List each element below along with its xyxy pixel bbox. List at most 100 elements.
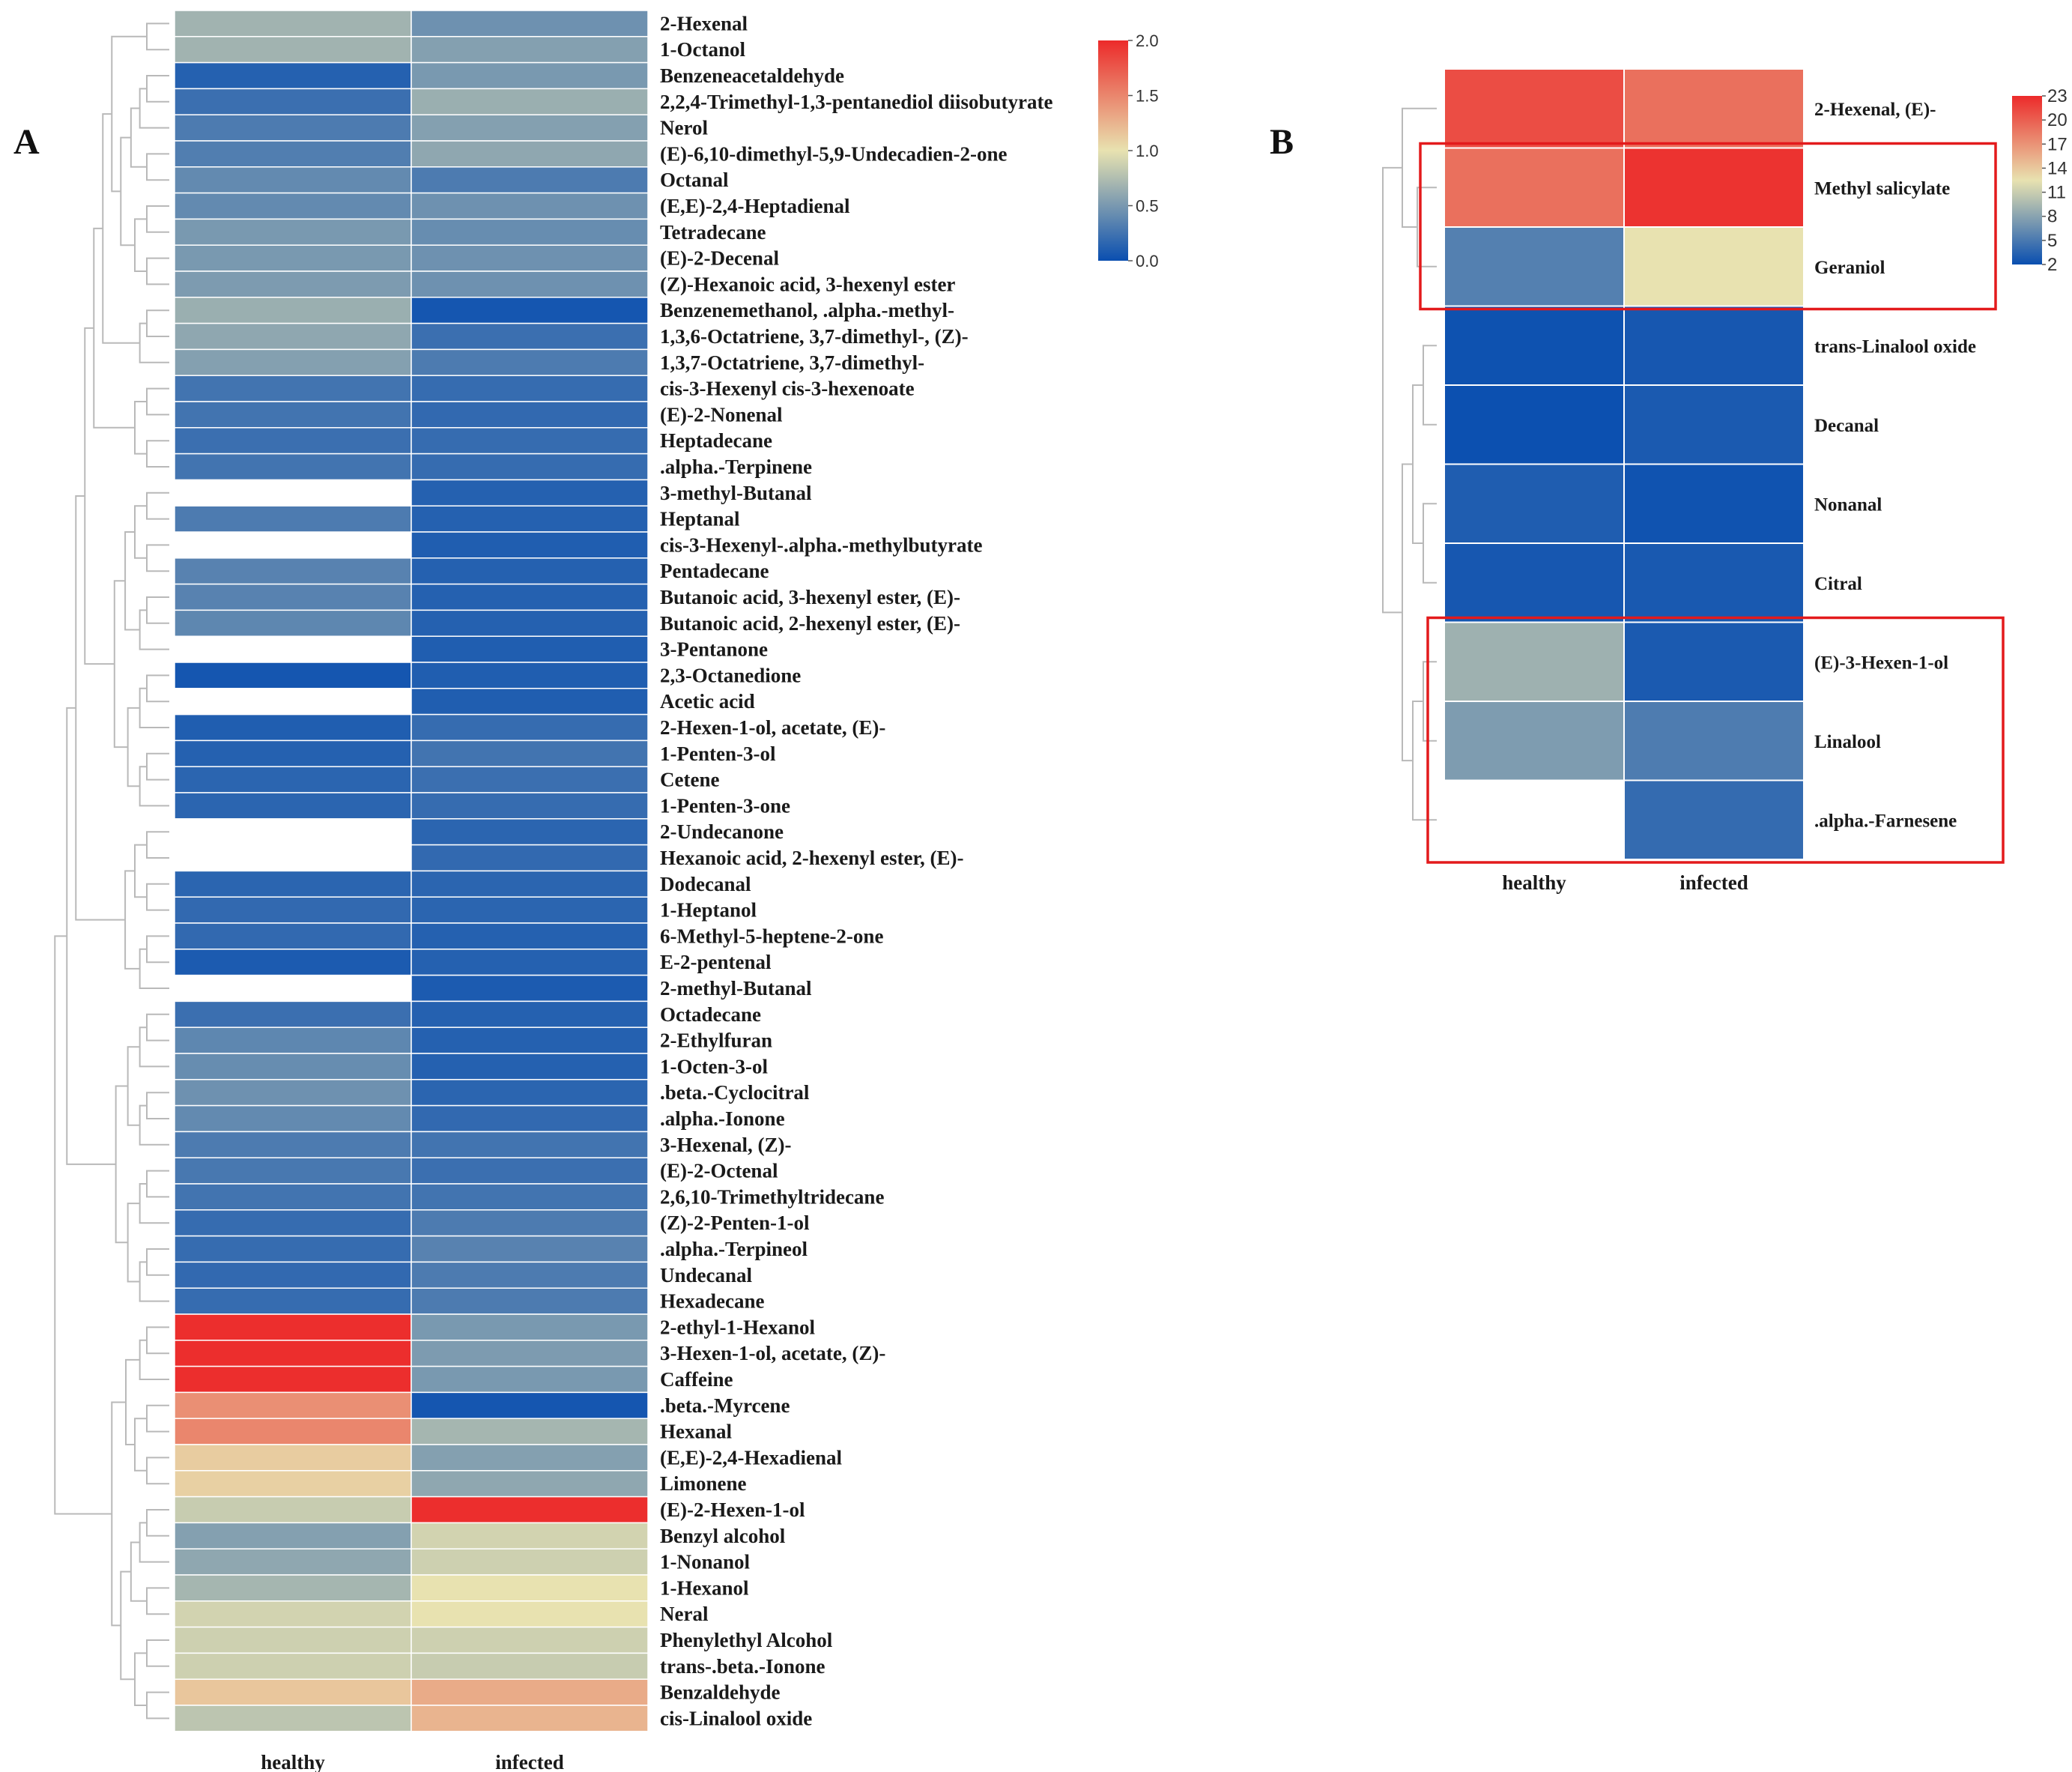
dendrogram-branch (120, 1570, 135, 1681)
dendrogram-branch (1423, 345, 1437, 426)
heat-cell-a-19-infected (411, 505, 649, 533)
highlight-box-b-2 (1426, 616, 2005, 864)
colorbar-a: 2.0 1.5 1.0 0.5 0.0 (1098, 31, 1159, 270)
heat-cell-a-21-infected (411, 557, 649, 585)
row-label-b: .alpha.-Farnesene (1814, 811, 1957, 831)
colorbar-b-tick-label: 11 (2047, 183, 2066, 203)
dendrogram-b (1382, 107, 1437, 821)
heat-cell-a-9-infected (411, 244, 649, 272)
dendrogram-branch (146, 935, 169, 964)
row-label-a: 1-Octen-3-ol (660, 1055, 768, 1077)
dendrogram-branch (1412, 701, 1437, 821)
heat-cell-a-31-infected (411, 818, 649, 846)
dendrogram-branch (66, 707, 116, 1165)
colorbar-a-tick-label: 1.5 (1136, 87, 1159, 106)
dendrogram-branch (125, 1358, 140, 1445)
heat-cell-a-53-healthy (174, 1391, 412, 1419)
colorbar-b: 23 20 17 14 11 8 5 2 (2012, 86, 2068, 275)
dendrogram-branch (146, 492, 169, 520)
heat-cell-a-24-infected (411, 635, 649, 663)
heat-cell-a-65-infected (411, 1705, 649, 1732)
heat-cell-a-23-healthy (174, 609, 412, 637)
heat-cell-a-22-infected (411, 583, 649, 611)
dendrogram-branch (134, 505, 147, 559)
heat-cell-a-58-healthy (174, 1522, 412, 1549)
row-label-a: .alpha.-Ionone (660, 1107, 785, 1130)
dendrogram-branch (113, 580, 128, 749)
heat-cell-a-14-healthy (174, 375, 412, 402)
row-label-b: Geraniol (1814, 258, 1885, 278)
heat-cell-a-21-healthy (174, 557, 412, 585)
dendrogram-branch (134, 1652, 147, 1706)
colorbar-b-tick-label: 5 (2047, 231, 2057, 251)
heat-cell-a-61-healthy (174, 1600, 412, 1628)
dendrogram-branch (1423, 661, 1437, 742)
row-label-a: Undecanal (660, 1264, 753, 1286)
dendrogram-branch (146, 883, 169, 911)
heat-cell-a-25-healthy (174, 662, 412, 689)
colorbar-a-tick-label: 0.0 (1136, 252, 1159, 270)
row-label-a: Octanal (660, 169, 729, 191)
dendrogram-branch (146, 153, 169, 181)
row-label-a: Pentadecane (660, 560, 769, 582)
dendrogram-branch (139, 1522, 169, 1563)
heat-cell-a-19-healthy (174, 505, 412, 533)
row-label-a: Butanoic acid, 3-hexenyl ester, (E)- (660, 586, 960, 608)
dendrogram-branch (1412, 384, 1423, 544)
colorbar-a-tick-label: 1.0 (1136, 142, 1159, 160)
heat-cell-a-51-healthy (174, 1340, 412, 1367)
heat-cell-a-59-healthy (174, 1548, 412, 1576)
dendrogram-branch (115, 1085, 128, 1244)
heat-cell-a-5-infected (411, 140, 649, 168)
dendrogram-branch (146, 387, 169, 416)
heat-cell-a-10-infected (411, 270, 649, 298)
row-label-a: Caffeine (660, 1368, 733, 1391)
heat-cell-a-63-infected (411, 1652, 649, 1680)
heat-cell-a-59-infected (411, 1548, 649, 1576)
dendrogram-branch (146, 1587, 169, 1615)
heat-cell-a-33-infected (411, 870, 649, 898)
heat-cell-a-4-healthy (174, 114, 412, 142)
heat-cell-a-12-infected (411, 322, 649, 351)
dendrogram-branch (146, 1509, 169, 1537)
heat-cell-a-15-healthy (174, 401, 412, 429)
colorbar-b-tick-label: 14 (2047, 158, 2068, 178)
dendrogram-branch (139, 1104, 169, 1146)
row-label-a: Tetradecane (660, 221, 766, 244)
column-label-a-infected: infected (495, 1751, 563, 1772)
heat-cell-b-3-infected (1623, 305, 1805, 386)
dendrogram-branch (139, 1026, 169, 1068)
dendrogram-branch (130, 1541, 147, 1602)
heat-cell-a-60-healthy (174, 1574, 412, 1602)
heat-cell-a-30-healthy (174, 792, 412, 820)
heat-cell-a-23-infected (411, 609, 649, 637)
heat-cell-a-28-healthy (174, 740, 412, 767)
row-label-a: Phenylethyl Alcohol (660, 1629, 833, 1651)
column-label-a-healthy: healthy (261, 1751, 325, 1772)
heat-cell-a-26-infected (411, 688, 649, 716)
dendrogram-branch (146, 1170, 169, 1198)
heat-cell-a-46-healthy (174, 1209, 412, 1237)
heat-cell-b-7-infected (1623, 621, 1805, 702)
heat-cell-a-3-infected (411, 88, 649, 115)
heat-cell-a-45-infected (411, 1183, 649, 1211)
heat-cell-a-14-infected (411, 375, 649, 402)
heat-cell-a-0-infected (411, 10, 649, 37)
row-label-a: (E)-2-Nonenal (660, 403, 783, 426)
row-label-a: Benzaldehyde (660, 1681, 781, 1704)
dendrogram-branch (146, 1092, 169, 1119)
heat-cell-b-3-healthy (1444, 305, 1625, 386)
dendrogram-branch (139, 1261, 169, 1302)
highlight-box-b-1 (1419, 142, 1997, 311)
heat-cell-a-2-infected (411, 61, 649, 90)
row-label-a: 6-Methyl-5-heptene-2-one (660, 925, 883, 947)
heat-cell-a-17-healthy (174, 453, 412, 481)
dendrogram-branch (1402, 463, 1413, 762)
dendrogram-branch (84, 327, 115, 665)
row-label-a: Neral (660, 1603, 709, 1625)
heat-cell-a-33-healthy (174, 870, 412, 898)
heat-cell-b-6-healthy (1444, 542, 1625, 623)
heat-cell-a-48-healthy (174, 1261, 412, 1289)
row-label-a: 3-Pentanone (660, 638, 768, 661)
heat-cell-b-7-healthy (1444, 621, 1625, 702)
